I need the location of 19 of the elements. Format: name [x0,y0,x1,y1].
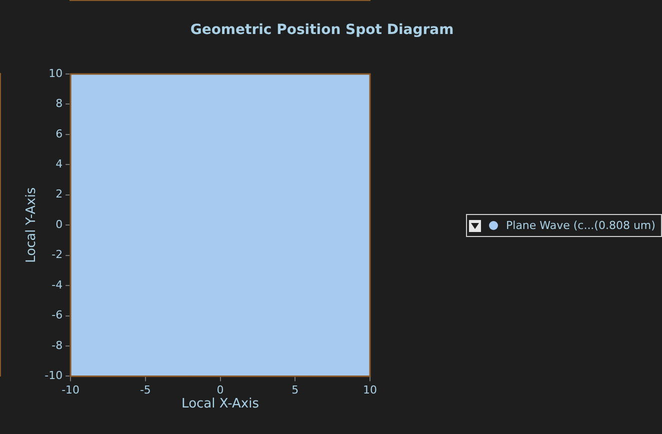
x-tick-label: 5 [292,384,299,397]
y-tick-label: -10 [44,369,63,382]
chart-title: Geometric Position Spot Diagram [189,22,455,38]
y-tick-label: 8 [56,97,63,110]
x-tick-label: 10 [363,384,377,397]
y-tick-label: 0 [56,218,63,231]
legend-label: Plane Wave (c...(0.808 um) [506,219,656,232]
x-tick-label: 0 [216,384,224,397]
y-tick-label: 10 [48,66,63,80]
y-tick-label: 2 [56,188,63,201]
y-tick-label: -4 [52,278,63,292]
x-axis-title: Local X-Axis [182,396,260,412]
y-tick-label: -8 [52,338,63,352]
y-tick-label: 6 [56,127,63,140]
y-tick-label: 4 [56,158,63,171]
y-axis-title: Local Y-Axis [24,187,40,263]
y-tick-label: -2 [52,248,63,262]
y-tick-label: -6 [52,308,63,322]
x-tick-label: -5 [140,384,151,397]
